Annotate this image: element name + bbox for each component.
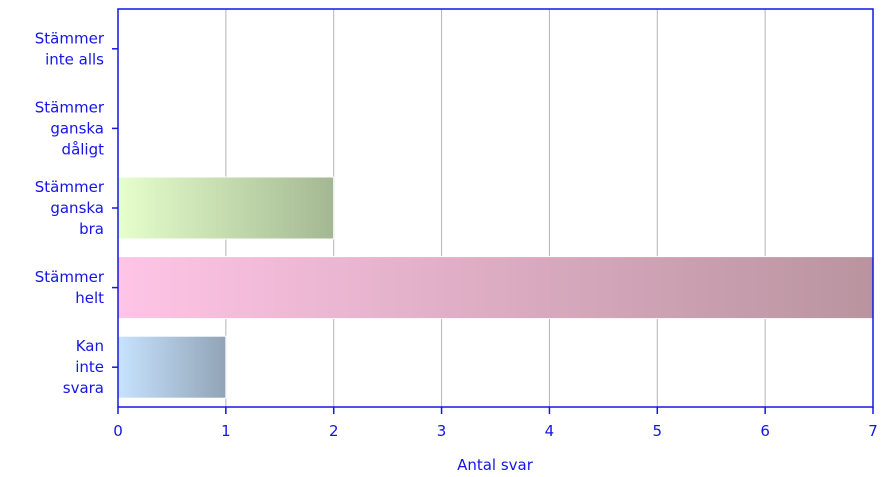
y-tick-label: Stämmer [35, 29, 105, 47]
y-tick-label: Stämmer [35, 178, 105, 196]
y-tick-label: Stämmer [35, 98, 105, 116]
x-axis-ticks: 0 1 2 3 4 5 6 7 [113, 407, 878, 440]
x-tick-label: 6 [760, 422, 770, 440]
x-axis-label: Antal svar [457, 456, 534, 474]
y-tick-label: Kan [76, 337, 104, 355]
x-tick-label: 5 [653, 422, 663, 440]
y-tick-label: helt [75, 289, 104, 307]
bar [117, 176, 335, 240]
x-tick-label: 7 [868, 422, 878, 440]
x-tick-label: 0 [113, 422, 123, 440]
x-tick-label: 3 [437, 422, 447, 440]
y-tick-label: inte [75, 358, 104, 376]
x-tick-label: 4 [545, 422, 555, 440]
y-tick-label: bra [79, 220, 104, 238]
y-tick-label: ganska [50, 199, 104, 217]
x-tick-label: 1 [221, 422, 231, 440]
bar [117, 335, 227, 399]
y-tick-label: Stämmer [35, 268, 105, 286]
bar [117, 256, 874, 320]
x-tick-label: 2 [329, 422, 339, 440]
y-tick-label: svara [63, 379, 104, 397]
y-tick-label: dåligt [62, 140, 105, 158]
bars [117, 176, 874, 399]
y-tick-label: inte alls [45, 50, 104, 68]
y-axis-categories: Stämmer inte alls Stämmer ganska dåligt Stämm… [35, 29, 118, 397]
y-tick-label: ganska [50, 119, 104, 137]
